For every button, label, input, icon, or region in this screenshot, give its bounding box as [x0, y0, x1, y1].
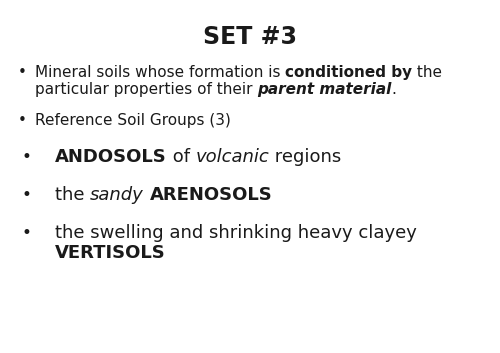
Text: •: •	[18, 65, 27, 80]
Text: the: the	[55, 186, 90, 204]
Text: regions: regions	[269, 148, 342, 166]
Text: conditioned by: conditioned by	[286, 65, 412, 80]
Text: Mineral soils whose formation is: Mineral soils whose formation is	[35, 65, 285, 80]
Text: •: •	[18, 113, 27, 128]
Text: •: •	[22, 224, 32, 242]
Text: SET #3: SET #3	[203, 25, 297, 49]
Text: parent material: parent material	[258, 82, 392, 97]
Text: •: •	[22, 148, 32, 166]
Text: volcanic: volcanic	[196, 148, 269, 166]
Text: VERTISOLS: VERTISOLS	[55, 244, 166, 262]
Text: particular properties of their: particular properties of their	[35, 82, 258, 97]
Text: Reference Soil Groups (3): Reference Soil Groups (3)	[35, 113, 231, 128]
Text: the swelling and shrinking heavy clayey: the swelling and shrinking heavy clayey	[55, 224, 417, 242]
Text: of: of	[167, 148, 196, 166]
Text: .: .	[392, 82, 396, 97]
Text: the: the	[412, 65, 442, 80]
Text: ANDOSOLS: ANDOSOLS	[55, 148, 167, 166]
Text: sandy: sandy	[90, 186, 144, 204]
Text: ARENOSOLS: ARENOSOLS	[150, 186, 272, 204]
Text: •: •	[22, 186, 32, 204]
